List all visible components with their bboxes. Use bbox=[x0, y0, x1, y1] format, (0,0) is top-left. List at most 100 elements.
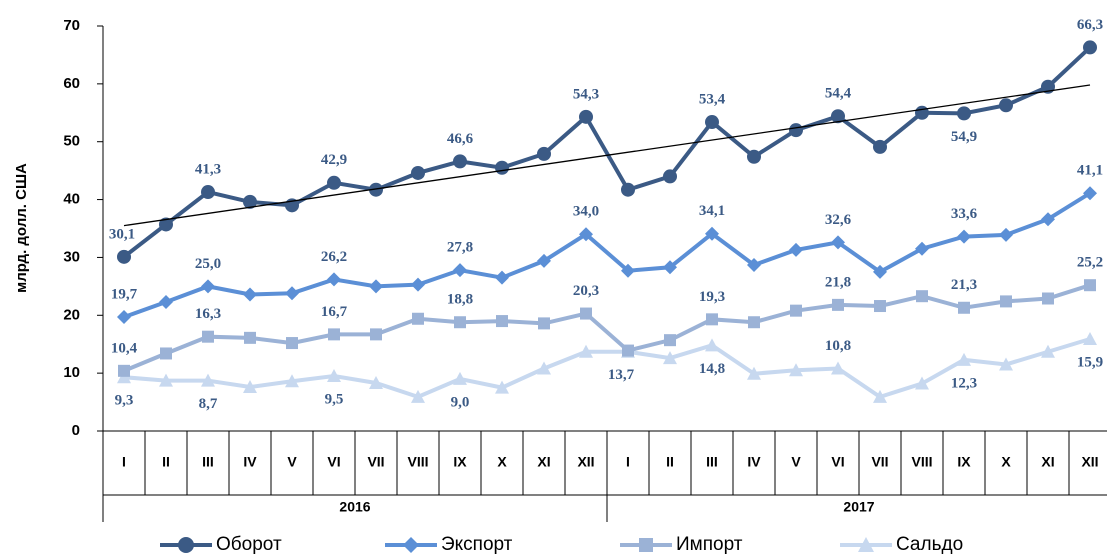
marker bbox=[201, 185, 215, 200]
marker bbox=[831, 235, 845, 250]
marker bbox=[874, 300, 886, 313]
marker bbox=[495, 380, 509, 394]
marker bbox=[873, 389, 887, 403]
marker bbox=[1083, 186, 1097, 201]
marker bbox=[411, 389, 425, 403]
marker bbox=[411, 277, 425, 292]
x-tick-label: IV bbox=[747, 454, 761, 470]
marker bbox=[159, 217, 173, 232]
marker bbox=[706, 313, 718, 326]
marker bbox=[747, 366, 761, 380]
data-label: 19,7 bbox=[111, 286, 138, 302]
data-label: 9,5 bbox=[325, 391, 344, 407]
series-line bbox=[123, 191, 1092, 319]
marker bbox=[159, 373, 173, 387]
trend-line bbox=[123, 84, 1091, 227]
data-label: 9,0 bbox=[451, 394, 470, 410]
marker bbox=[412, 312, 424, 325]
marker bbox=[916, 290, 928, 303]
data-label: 66,3 bbox=[1077, 17, 1103, 33]
marker bbox=[117, 310, 131, 325]
x-tick-label: VI bbox=[327, 454, 340, 470]
marker bbox=[831, 109, 845, 124]
marker bbox=[495, 160, 509, 175]
marker bbox=[747, 257, 761, 272]
marker bbox=[328, 328, 340, 341]
marker bbox=[243, 194, 257, 209]
x-tick-label: XI bbox=[1041, 454, 1054, 470]
marker bbox=[832, 298, 844, 311]
y-tick-label: 30 bbox=[63, 248, 80, 265]
marker bbox=[579, 227, 593, 242]
data-label: 26,2 bbox=[321, 249, 347, 265]
x-tick-label: III bbox=[706, 454, 718, 470]
y-tick-label: 0 bbox=[72, 422, 80, 439]
marker bbox=[639, 538, 653, 552]
data-label: 41,3 bbox=[195, 161, 221, 177]
marker bbox=[495, 270, 509, 285]
data-label: 21,8 bbox=[825, 274, 851, 290]
x-tick-label: II bbox=[666, 454, 674, 470]
marker bbox=[496, 315, 508, 328]
marker bbox=[453, 263, 467, 278]
marker bbox=[748, 316, 760, 329]
marker bbox=[1042, 292, 1054, 305]
marker bbox=[789, 123, 803, 138]
marker bbox=[159, 294, 173, 309]
marker bbox=[202, 330, 214, 343]
marker bbox=[327, 369, 341, 383]
marker bbox=[537, 146, 551, 161]
marker bbox=[747, 149, 761, 164]
y-axis-label: млрд. долл. США bbox=[13, 163, 30, 293]
data-label: 54,9 bbox=[951, 129, 977, 145]
x-tick-label: X bbox=[497, 454, 507, 470]
data-label: 16,7 bbox=[321, 304, 348, 320]
y-tick-label: 20 bbox=[63, 306, 80, 323]
x-tick-label: X bbox=[1001, 454, 1011, 470]
marker bbox=[621, 263, 635, 278]
series-line bbox=[123, 283, 1091, 373]
marker bbox=[327, 272, 341, 287]
marker bbox=[243, 380, 257, 394]
marker bbox=[369, 375, 383, 389]
marker bbox=[705, 226, 719, 241]
data-label: 18,8 bbox=[447, 292, 473, 308]
marker bbox=[537, 361, 551, 375]
marker bbox=[579, 344, 593, 358]
data-label: 20,3 bbox=[573, 283, 599, 299]
data-label: 10,4 bbox=[111, 340, 138, 356]
legend-item: Экспорт bbox=[385, 534, 513, 555]
data-label: 15,9 bbox=[1077, 354, 1103, 370]
marker bbox=[705, 115, 719, 130]
marker bbox=[873, 139, 887, 154]
marker bbox=[958, 301, 970, 314]
marker bbox=[663, 169, 677, 184]
x-tick-label: I bbox=[122, 454, 126, 470]
marker bbox=[538, 317, 550, 330]
x-tick-label: VII bbox=[871, 454, 888, 470]
marker bbox=[621, 182, 635, 197]
legend-label: Импорт bbox=[676, 534, 743, 555]
marker bbox=[790, 304, 802, 317]
data-label: 33,6 bbox=[951, 206, 978, 222]
marker bbox=[915, 105, 929, 120]
marker bbox=[244, 331, 256, 344]
marker bbox=[915, 241, 929, 256]
x-tick-label: VIII bbox=[911, 454, 932, 470]
data-label: 13,7 bbox=[608, 367, 635, 383]
marker bbox=[285, 374, 299, 388]
marker bbox=[664, 334, 676, 347]
marker bbox=[285, 286, 299, 301]
marker bbox=[957, 229, 971, 244]
marker bbox=[622, 344, 634, 357]
x-tick-label: IV bbox=[243, 454, 257, 470]
series-line bbox=[123, 337, 1091, 400]
data-label: 34,1 bbox=[699, 203, 725, 219]
marker bbox=[789, 363, 803, 377]
x-tick-label: XI bbox=[537, 454, 550, 470]
x-tick-label: V bbox=[287, 454, 297, 470]
marker bbox=[1041, 212, 1055, 227]
legend-item: Импорт bbox=[620, 534, 743, 555]
group-label: 2017 bbox=[843, 499, 874, 515]
marker bbox=[201, 373, 215, 387]
